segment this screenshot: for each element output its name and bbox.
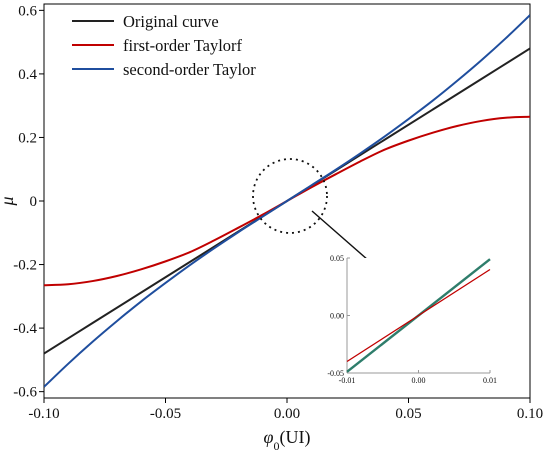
x-tick-label: 0.00 <box>274 406 300 422</box>
y-tick-label: -0.6 <box>13 385 37 401</box>
y-tick-label: -0.2 <box>13 258 37 274</box>
inset-y-tick-label: 0.00 <box>330 312 344 321</box>
y-tick-label: 0 <box>30 194 38 210</box>
legend-label: second-order Taylor <box>123 60 256 79</box>
y-tick-label: 0.4 <box>18 67 37 83</box>
y-tick-label: 0.6 <box>18 3 37 19</box>
y-tick-label: 0.2 <box>18 130 37 146</box>
y-axis-title: μ <box>0 196 17 206</box>
series-line-second-order-taylor <box>44 14 530 388</box>
x-axis-title: φ0(UI) <box>264 427 311 453</box>
legend-label: Original curve <box>123 12 219 31</box>
inset-x-tick-label: 0.00 <box>412 376 426 385</box>
y-tick-label: -0.4 <box>13 321 37 337</box>
inset-y-tick-label: -0.05 <box>327 369 344 378</box>
inset-x-tick-label: 0.01 <box>483 376 497 385</box>
legend-label: first-order Taylorf <box>123 36 243 55</box>
x-tick-label: -0.10 <box>28 406 59 422</box>
zoom-circle <box>252 158 328 234</box>
x-tick-label: 0.05 <box>395 406 421 422</box>
x-tick-label: 0.10 <box>517 406 543 422</box>
inset-series-line-first-order <box>346 268 491 363</box>
inset-y-tick-label: 0.05 <box>330 254 344 263</box>
inset-x-tick-label: -0.01 <box>339 376 356 385</box>
x-tick-label: -0.05 <box>150 406 181 422</box>
